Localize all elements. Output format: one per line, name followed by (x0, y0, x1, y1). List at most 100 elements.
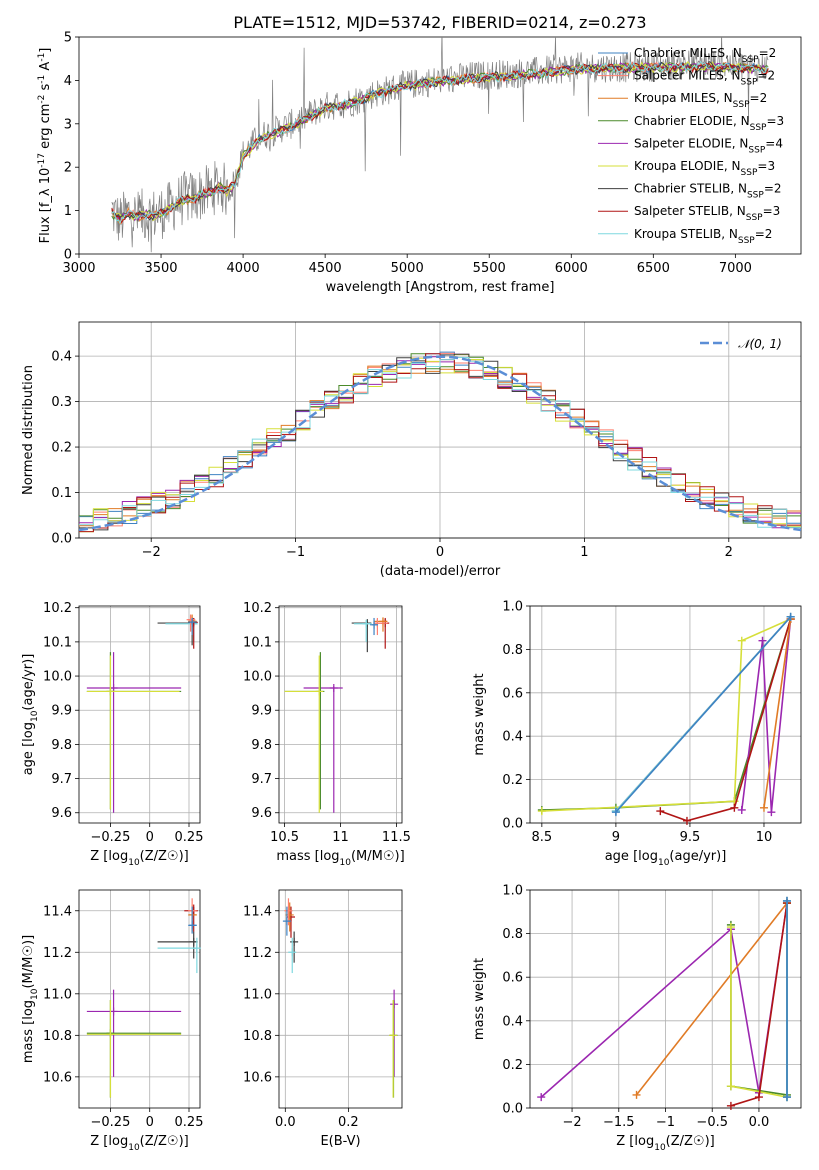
data-point (315, 687, 324, 696)
mass-weight-vs-Z-ylabel: mass weight (472, 958, 487, 1040)
spectrum-y-tick-label: 3 (64, 117, 72, 132)
mass-weight-vs-age-y-tick-label: 1.0 (502, 600, 523, 615)
spectrum-y-tick-label: 4 (64, 74, 72, 89)
residuals-y-tick-label: 0.4 (51, 350, 72, 365)
spectrum-x-tick-label: 5500 (473, 261, 506, 276)
age-vs-Z-y-tick-label: 10.2 (43, 601, 72, 616)
residuals-ylabel: Normed distribution (21, 365, 36, 495)
age-vs-Z-axes: −0.25 0 0.25 9.6 9.7 9.8 9.9 10.0 10.1 10.2 (43, 601, 203, 845)
legend-entry-7: Chabrier STELIB, NSSP=2 (634, 182, 782, 201)
mass-vs-Z-x-tick-label: 0 (146, 1115, 154, 1130)
mass-weight-vs-age-x-tick-label: 8.5 (532, 830, 553, 845)
spectrum-x-tick-label: 6000 (555, 261, 588, 276)
spectrum-x-tick-label: 3000 (62, 261, 95, 276)
weight-line (540, 902, 788, 1098)
spectrum-x-tick-label: 4500 (309, 261, 342, 276)
weight-marker (758, 636, 767, 645)
data-point (373, 619, 382, 628)
spectrum-x-tick-label: 4000 (227, 261, 260, 276)
data-point (378, 617, 387, 626)
weight-marker (682, 816, 691, 825)
mass-vs-Z-ylabel: mass [log10(M/M☉)] (21, 935, 40, 1063)
spectrum-ylabel: Flux [f_λ 10-17 erg cm-2 s-1 A-1] (37, 48, 53, 244)
age-vs-Z-y-tick-label: 9.6 (51, 806, 72, 821)
data-point (284, 906, 293, 915)
mass-vs-EBV-y-tick-label: 11.4 (243, 904, 272, 919)
spectrum-xlabel: wavelength [Angstrom, rest frame] (326, 280, 555, 295)
residuals-x-tick-label: 2 (725, 545, 733, 560)
weight-marker (730, 803, 739, 812)
data-point (188, 921, 197, 930)
spectrum-model-line (111, 62, 769, 224)
weight-marker (632, 1090, 641, 1099)
residuals-x-tick-label: 1 (580, 545, 588, 560)
spectrum-model-line (111, 61, 769, 225)
mass-weight-vs-Z-frame (529, 889, 802, 1109)
residuals-x-tick-label: −2 (142, 545, 161, 560)
weight-line (741, 618, 792, 813)
age-vs-mass-y-tick-label: 9.8 (251, 738, 272, 753)
age-vs-Z-y-tick-label: 10.1 (43, 635, 72, 650)
mass-weight-vs-Z-x-tick-label: −1 (656, 1115, 675, 1130)
mass-vs-Z-y-tick-label: 11.2 (43, 946, 72, 961)
mass-vs-EBV-frame (278, 889, 403, 1109)
spectrum-y-tick-label: 1 (64, 204, 72, 219)
mass-vs-Z-frame (78, 889, 201, 1109)
residuals-frame (78, 321, 802, 539)
mass-weight-vs-age-y-tick-label: 0.0 (502, 817, 523, 832)
mass-vs-EBV-x-tick-label: 0.2 (338, 1115, 359, 1130)
spectrum-model-line (111, 61, 769, 223)
weight-marker (786, 612, 795, 621)
age-vs-Z-frame (78, 605, 201, 824)
mass-weight-vs-Z-x-tick-label: −2 (562, 1115, 581, 1130)
residuals-xlabel: (data-model)/error (380, 564, 501, 579)
mass-weight-vs-Z-y-tick-label: 0.0 (502, 1102, 523, 1117)
weight-marker (737, 636, 746, 645)
spectrum-frame (78, 36, 802, 255)
age-vs-mass-y-tick-label: 9.6 (251, 806, 272, 821)
mass-weight-vs-age-y-tick-label: 0.8 (502, 643, 523, 658)
spectrum-x-tick-label: 3500 (144, 261, 177, 276)
weight-line (763, 618, 792, 808)
mass-vs-EBV-axes: 0.0 0.2 10.6 10.8 11.0 11.2 11.4 (243, 889, 403, 1130)
weight-line (615, 616, 792, 813)
mass-weight-vs-age-x-tick-label: 9 (612, 830, 620, 845)
weight-marker (726, 1101, 735, 1110)
legend-entry-4: Chabrier ELODIE, NSSP=3 (634, 114, 784, 133)
age-vs-mass-axes: 10.5 11 11.5 9.6 9.7 9.8 9.9 10.0 10.1 10.2 (243, 601, 411, 845)
age-vs-mass-y-tick-label: 10.1 (243, 635, 272, 650)
legend-entry-5: Salpeter ELODIE, NSSP=4 (634, 136, 783, 155)
mass-vs-Z-y-tick-label: 10.8 (43, 1029, 72, 1044)
residuals-x-tick-label: −1 (286, 545, 305, 560)
mass-weight-vs-Z-y-tick-label: 1.0 (502, 884, 523, 899)
spectrum-title: PLATE=1512, MJD=53742, FIBERID=0214, z=0… (233, 13, 646, 32)
weight-line (541, 618, 791, 812)
data-point (290, 937, 299, 946)
mass-weight-vs-age-frame (529, 605, 802, 824)
age-vs-mass-y-tick-label: 9.9 (251, 704, 272, 719)
data-point (188, 618, 197, 627)
weight-marker (782, 896, 791, 905)
data-point (106, 687, 115, 696)
mass-vs-Z-xlabel: Z [log10(Z/Z☉)] (90, 1134, 188, 1153)
data-point (390, 1000, 399, 1009)
mass-weight-vs-Z-y-tick-label: 0.4 (502, 1014, 523, 1029)
spectrum-axes: 3000 3500 4000 4500 5000 5500 6000 6500 7000 0 1 2 3… (62, 31, 802, 276)
age-vs-Z-y-tick-label: 9.7 (51, 772, 72, 787)
age-vs-mass-xlabel: mass [log10(M/M☉)] (276, 849, 404, 868)
legend-entry-8: Salpeter STELIB, NSSP=3 (634, 204, 780, 223)
mass-vs-Z-x-tick-label: −0.25 (91, 1115, 131, 1130)
weight-marker (726, 923, 735, 932)
weight-marker (737, 805, 746, 814)
weight-marker (537, 807, 546, 816)
mass-weight-vs-age-x-tick-label: 10 (756, 830, 773, 845)
weight-marker (726, 1082, 735, 1091)
legend-entry-3: Kroupa MILES, NSSP=2 (634, 91, 767, 110)
weight-marker (759, 803, 768, 812)
spectrum-y-tick-label: 0 (64, 248, 72, 263)
spectrum-x-tick-label: 7000 (719, 261, 752, 276)
mass-weight-vs-age-y-tick-label: 0.4 (502, 730, 523, 745)
legend-entry-2: Salpeter MILES, NSSP=2 (634, 69, 775, 88)
mass-vs-Z-y-tick-label: 11.4 (43, 904, 72, 919)
